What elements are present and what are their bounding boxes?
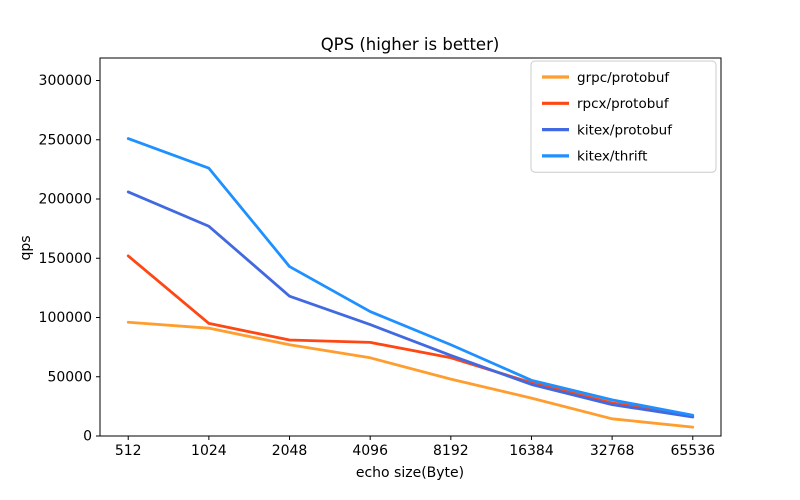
y-tick-label: 150000 xyxy=(39,251,92,267)
y-tick-label: 250000 xyxy=(39,132,92,148)
legend-item-grpc-protobuf: grpc/protobuf xyxy=(542,70,670,86)
legend-item-label: kitex/thrift xyxy=(577,149,647,165)
series-line-kitex-thrift xyxy=(126,137,695,417)
series-line-kitex-protobuf xyxy=(126,190,695,419)
x-tick-label: 32768 xyxy=(590,443,635,459)
y-tick-label: 300000 xyxy=(39,73,92,89)
legend-item-rpcx-protobuf: rpcx/protobuf xyxy=(542,96,670,112)
series-layer xyxy=(126,137,695,429)
x-tick-label: 1024 xyxy=(191,443,227,459)
x-axis-label: echo size(Byte) xyxy=(356,465,464,481)
legend-item-kitex-protobuf: kitex/protobuf xyxy=(542,122,673,138)
legend-item-label: grpc/protobuf xyxy=(577,70,670,86)
x-tick-label: 512 xyxy=(115,443,142,459)
series-line-rpcx-protobuf xyxy=(126,254,695,418)
legend-item-kitex-thrift: kitex/thrift xyxy=(542,149,647,165)
series-line-grpc-protobuf xyxy=(126,320,695,429)
plot-spines xyxy=(99,57,722,437)
y-tick-label: 100000 xyxy=(39,310,92,326)
y-tick-label: 0 xyxy=(83,429,92,445)
legend-item-label: kitex/protobuf xyxy=(577,122,673,138)
x-tick-label: 2048 xyxy=(272,443,308,459)
legend-item-label: rpcx/protobuf xyxy=(577,96,670,112)
y-tick-label: 200000 xyxy=(39,192,92,208)
x-tick-label: 16384 xyxy=(509,443,554,459)
legend: grpc/protobuf rpcx/protobuf kitex/protobuf… xyxy=(530,60,717,173)
y-axis-label: qps xyxy=(18,235,34,260)
axes-layer: 0 50000 100000 150000 200000 250000 300000 512 1… xyxy=(39,57,722,459)
y-tick-label: 50000 xyxy=(47,369,92,385)
x-tick-label: 8192 xyxy=(433,443,469,459)
x-tick-label: 65536 xyxy=(670,443,715,459)
legend-box xyxy=(530,60,717,173)
x-tick-label: 4096 xyxy=(352,443,388,459)
chart-title: QPS (higher is better) xyxy=(321,35,500,54)
